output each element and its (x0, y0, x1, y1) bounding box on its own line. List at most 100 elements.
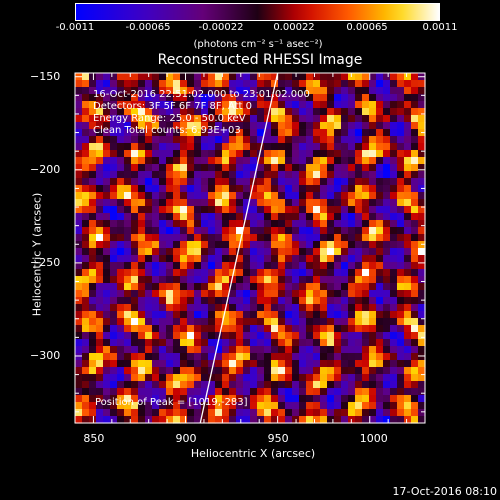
heatmap-cell (201, 87, 209, 95)
heatmap-cell (411, 122, 419, 130)
heatmap-cell (313, 171, 321, 179)
heatmap-cell (341, 402, 349, 410)
heatmap-cell (257, 136, 265, 144)
heatmap-cell (397, 339, 405, 347)
heatmap-cell (411, 395, 419, 403)
heatmap-cell (341, 381, 349, 389)
heatmap-cell (159, 353, 167, 361)
heatmap-cell (362, 381, 370, 389)
heatmap-cell (138, 416, 146, 424)
heatmap-cell (215, 381, 223, 389)
heatmap-cell (257, 150, 265, 158)
heatmap-cell (201, 206, 209, 214)
heatmap-cell (299, 129, 307, 137)
heatmap-cell (103, 136, 111, 144)
heatmap-cell (348, 290, 356, 298)
heatmap-cell (362, 108, 370, 116)
heatmap-cell (341, 122, 349, 130)
heatmap-cell (201, 241, 209, 249)
heatmap-cell (376, 185, 384, 193)
heatmap-cell (229, 367, 237, 375)
heatmap-cell (369, 101, 377, 109)
heatmap-cell (257, 94, 265, 102)
heatmap-cell (117, 304, 125, 312)
heatmap-cell (313, 213, 321, 221)
heatmap-cell (334, 199, 342, 207)
heatmap-cell (271, 129, 279, 137)
heatmap-cell (397, 402, 405, 410)
heatmap-cell (306, 143, 314, 151)
heatmap-cell (166, 108, 174, 116)
heatmap-cell (257, 108, 265, 116)
heatmap-cell (166, 234, 174, 242)
heatmap-cell (264, 353, 272, 361)
heatmap-cell (82, 290, 90, 298)
heatmap-cell (166, 339, 174, 347)
heatmap-cell (180, 87, 188, 95)
heatmap-cell (201, 129, 209, 137)
heatmap-cell (229, 87, 237, 95)
heatmap-cell (397, 101, 405, 109)
heatmap-cell (362, 150, 370, 158)
heatmap-cell (194, 150, 202, 158)
heatmap-cell (341, 171, 349, 179)
heatmap-cell (215, 269, 223, 277)
heatmap-cell (264, 262, 272, 270)
heatmap-cell (215, 360, 223, 368)
heatmap-cell (341, 87, 349, 95)
heatmap-cell (376, 318, 384, 326)
heatmap-cell (159, 248, 167, 256)
heatmap-cell (390, 129, 398, 137)
heatmap-cell (320, 311, 328, 319)
heatmap-cell (103, 185, 111, 193)
heatmap-cell (180, 269, 188, 277)
heatmap-cell (82, 192, 90, 200)
heatmap-cell (222, 290, 230, 298)
heatmap-cell (180, 206, 188, 214)
heatmap-cell (257, 213, 265, 221)
heatmap-cell (376, 367, 384, 375)
heatmap-cell (264, 73, 272, 81)
heatmap-cell (173, 269, 181, 277)
heatmap-cell (229, 311, 237, 319)
heatmap-cell (320, 220, 328, 228)
heatmap-cell (243, 234, 251, 242)
heatmap-cell (369, 122, 377, 130)
heatmap-cell (369, 374, 377, 382)
heatmap-cell (411, 339, 419, 347)
heatmap-cell (201, 136, 209, 144)
heatmap-cell (327, 157, 335, 165)
heatmap-cell (376, 248, 384, 256)
heatmap-cell (187, 108, 195, 116)
heatmap-cell (103, 178, 111, 186)
heatmap-cell (145, 325, 153, 333)
heatmap-cell (152, 220, 160, 228)
heatmap-cell (229, 339, 237, 347)
heatmap-cell (418, 255, 426, 263)
colorbar-units: (photons cm⁻² s⁻¹ asec⁻²) (193, 39, 323, 50)
y-tick-label: −200 (30, 162, 61, 176)
heatmap-cell (320, 178, 328, 186)
heatmap-cell (236, 381, 244, 389)
annotation-time: 16-Oct-2016 22:51:02.000 to 23:01:02.000 (93, 89, 310, 100)
heatmap-cell (159, 101, 167, 109)
heatmap-cell (257, 171, 265, 179)
heatmap-cell (285, 220, 293, 228)
heatmap-cell (138, 171, 146, 179)
x-axis-label: Heliocentric X (arcsec) (190, 447, 316, 460)
heatmap-cell (320, 143, 328, 151)
heatmap-cell (110, 262, 118, 270)
heatmap-cell (418, 199, 426, 207)
heatmap-cell (341, 164, 349, 172)
heatmap-cell (369, 297, 377, 305)
heatmap-cell (306, 115, 314, 123)
heatmap-cell (124, 150, 132, 158)
heatmap-cell (362, 122, 370, 130)
heatmap-cell (299, 325, 307, 333)
heatmap-cell (236, 185, 244, 193)
heatmap-cell (264, 192, 272, 200)
heatmap-cell (89, 199, 97, 207)
heatmap-cell (390, 367, 398, 375)
heatmap-cell (229, 192, 237, 200)
